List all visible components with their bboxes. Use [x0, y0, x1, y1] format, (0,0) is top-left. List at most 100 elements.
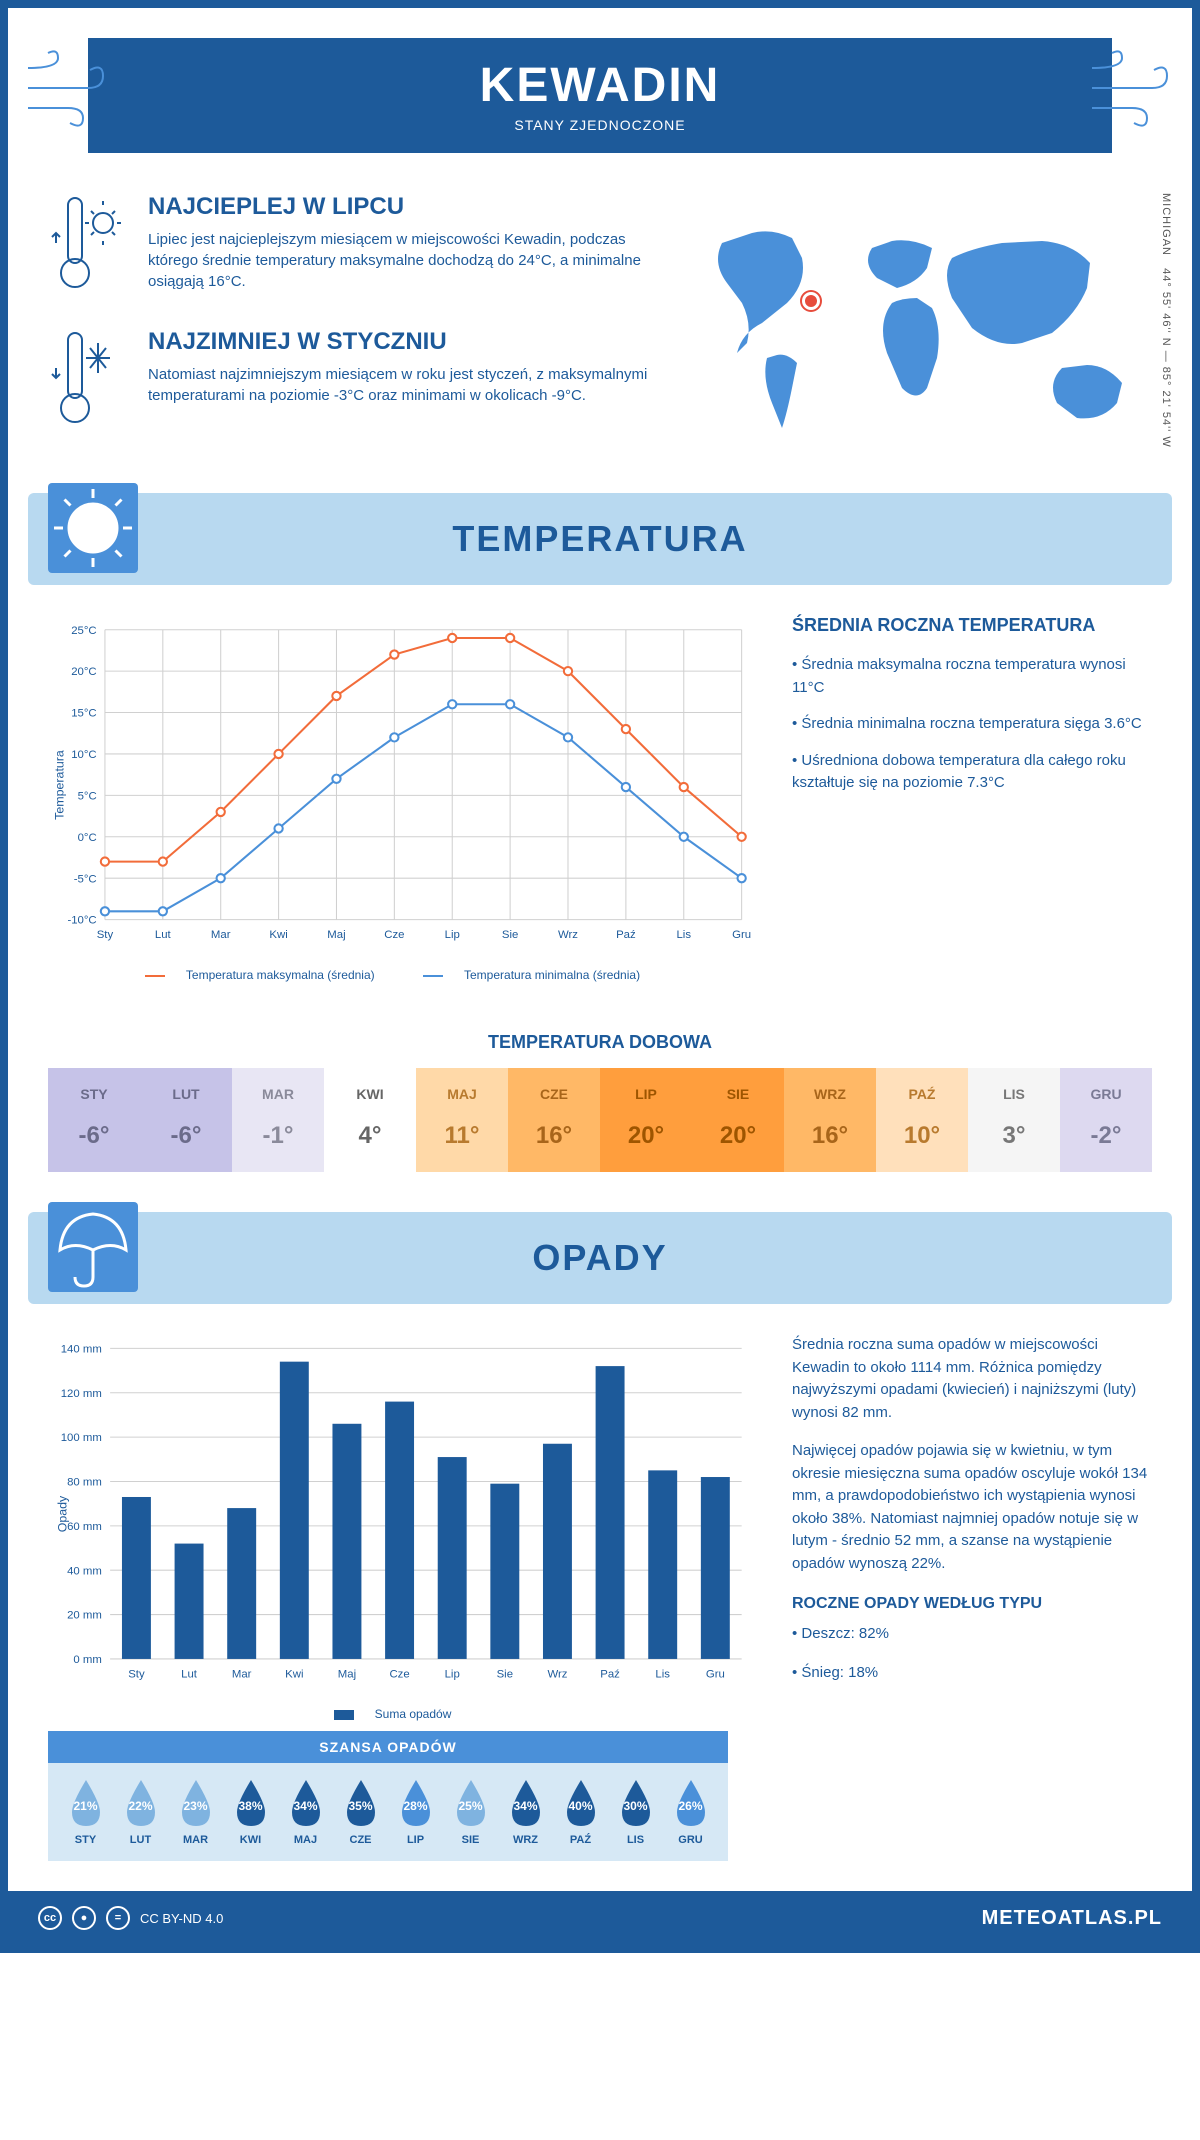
- drop-icon: 34%: [286, 1778, 326, 1828]
- intro-section: NAJCIEPLEJ W LIPCU Lipiec jest najcieple…: [8, 193, 1192, 493]
- svg-text:0 mm: 0 mm: [73, 1654, 101, 1666]
- svg-text:Lip: Lip: [445, 929, 460, 941]
- coldest-block: NAJZIMNIEJ W STYCZNIU Natomiast najzimni…: [48, 328, 662, 433]
- daily-cell: LIS3°: [968, 1068, 1060, 1172]
- precipitation-legend: Suma opadów: [48, 1707, 752, 1721]
- svg-text:25°C: 25°C: [71, 625, 96, 637]
- daily-cell: LIP20°: [600, 1068, 692, 1172]
- svg-text:Wrz: Wrz: [558, 929, 578, 941]
- world-map: [692, 193, 1152, 453]
- precip-rain: • Deszcz: 82%: [792, 1623, 1152, 1646]
- svg-text:Sie: Sie: [497, 1669, 513, 1681]
- svg-text:Maj: Maj: [338, 1669, 356, 1681]
- drop-icon: 23%: [176, 1778, 216, 1828]
- temperature-chart: -10°C-5°C0°C5°C10°C15°C20°C25°CStyLutMar…: [48, 615, 752, 955]
- drop-icon: 25%: [451, 1778, 491, 1828]
- precipitation-chance: SZANSA OPADÓW 21% STY 22% LUT 23% MAR 38…: [48, 1731, 728, 1861]
- page: KEWADIN STANY ZJEDNOCZONE NAJCIEPLEJ W L…: [0, 0, 1200, 1953]
- daily-temperature: TEMPERATURA DOBOWA STY-6°LUT-6°MAR-1°KWI…: [8, 1032, 1192, 1172]
- precipitation-content: 0 mm20 mm40 mm60 mm80 mm100 mm120 mm140 …: [8, 1304, 1192, 1731]
- svg-text:Lis: Lis: [676, 929, 691, 941]
- drop-icon: 40%: [561, 1778, 601, 1828]
- warmest-block: NAJCIEPLEJ W LIPCU Lipiec jest najcieple…: [48, 193, 662, 298]
- daily-cell: KWI4°: [324, 1068, 416, 1172]
- drop-icon: 22%: [121, 1778, 161, 1828]
- drop-icon: 35%: [341, 1778, 381, 1828]
- thermometer-hot-icon: [48, 193, 128, 298]
- chance-cell: 23% MAR: [168, 1778, 223, 1846]
- svg-text:Cze: Cze: [389, 1669, 409, 1681]
- daily-cell: SIE20°: [692, 1068, 784, 1172]
- chance-title: SZANSA OPADÓW: [48, 1731, 728, 1763]
- svg-text:Mar: Mar: [232, 1669, 252, 1681]
- chance-cell: 21% STY: [58, 1778, 113, 1846]
- svg-text:20°C: 20°C: [71, 666, 96, 678]
- daily-cell: LUT-6°: [140, 1068, 232, 1172]
- svg-text:Wrz: Wrz: [547, 1669, 567, 1681]
- drop-icon: 30%: [616, 1778, 656, 1828]
- daily-temp-grid: STY-6°LUT-6°MAR-1°KWI4°MAJ11°CZE16°LIP20…: [48, 1068, 1152, 1172]
- svg-text:15°C: 15°C: [71, 708, 96, 720]
- svg-text:80 mm: 80 mm: [67, 1477, 102, 1489]
- chance-cell: 38% KWI: [223, 1778, 278, 1846]
- by-icon: ●: [72, 1906, 96, 1930]
- daily-cell: STY-6°: [48, 1068, 140, 1172]
- temp-info-bullet: • Uśredniona dobowa temperatura dla całe…: [792, 750, 1152, 795]
- svg-text:60 mm: 60 mm: [67, 1521, 102, 1533]
- precipitation-section-header: OPADY: [28, 1212, 1172, 1304]
- chance-cell: 26% GRU: [663, 1778, 718, 1846]
- svg-text:140 mm: 140 mm: [61, 1343, 102, 1355]
- footer: cc ● = CC BY-ND 4.0 METEOATLAS.PL: [8, 1891, 1192, 1945]
- cc-icon: cc: [38, 1906, 62, 1930]
- temperature-legend: Temperatura maksymalna (średnia) Tempera…: [48, 968, 752, 982]
- chance-cell: 35% CZE: [333, 1778, 388, 1846]
- country-subtitle: STANY ZJEDNOCZONE: [88, 117, 1112, 133]
- temperature-content: -10°C-5°C0°C5°C10°C15°C20°C25°CStyLutMar…: [8, 585, 1192, 1012]
- svg-text:Paź: Paź: [600, 1669, 620, 1681]
- drop-icon: 34%: [506, 1778, 546, 1828]
- chance-cell: 40% PAŹ: [553, 1778, 608, 1846]
- svg-text:Gru: Gru: [732, 929, 751, 941]
- precip-info-text: Średnia roczna suma opadów w miejscowośc…: [792, 1334, 1152, 1424]
- svg-text:Opady: Opady: [56, 1495, 70, 1532]
- daily-cell: PAŹ10°: [876, 1068, 968, 1172]
- chance-cell: 28% LIP: [388, 1778, 443, 1846]
- header-banner: KEWADIN STANY ZJEDNOCZONE: [88, 38, 1112, 153]
- daily-cell: GRU-2°: [1060, 1068, 1152, 1172]
- sun-icon: [48, 483, 138, 573]
- chance-cell: 30% LIS: [608, 1778, 663, 1846]
- coldest-title: NAJZIMNIEJ W STYCZNIU: [148, 328, 662, 356]
- svg-text:Lip: Lip: [445, 1669, 460, 1681]
- warmest-title: NAJCIEPLEJ W LIPCU: [148, 193, 662, 221]
- chance-cell: 34% MAJ: [278, 1778, 333, 1846]
- daily-cell: MAJ11°: [416, 1068, 508, 1172]
- warmest-text: Lipiec jest najcieplejszym miesiącem w m…: [148, 229, 662, 292]
- daily-cell: MAR-1°: [232, 1068, 324, 1172]
- wind-icon: [18, 48, 118, 128]
- footer-license: cc ● = CC BY-ND 4.0: [38, 1906, 223, 1930]
- precip-info-text: Najwięcej opadów pojawia się w kwietniu,…: [792, 1440, 1152, 1575]
- svg-text:Lis: Lis: [655, 1669, 670, 1681]
- drop-icon: 28%: [396, 1778, 436, 1828]
- thermometer-cold-icon: [48, 328, 128, 433]
- svg-text:-10°C: -10°C: [67, 915, 96, 927]
- chance-grid: 21% STY 22% LUT 23% MAR 38% KWI 34% MAJ …: [48, 1763, 728, 1861]
- nd-icon: =: [106, 1906, 130, 1930]
- coordinates: MICHIGAN 44° 55' 46'' N — 85° 21' 54'' W: [1160, 193, 1172, 448]
- svg-text:20 mm: 20 mm: [67, 1610, 102, 1622]
- svg-text:Sie: Sie: [502, 929, 518, 941]
- precipitation-title: OPADY: [28, 1237, 1172, 1279]
- coldest-text: Natomiast najzimniejszym miesiącem w rok…: [148, 364, 662, 406]
- drop-icon: 38%: [231, 1778, 271, 1828]
- map-column: MICHIGAN 44° 55' 46'' N — 85° 21' 54'' W: [692, 193, 1152, 463]
- svg-text:Mar: Mar: [211, 929, 231, 941]
- temperature-section-header: TEMPERATURA: [28, 493, 1172, 585]
- daily-cell: CZE16°: [508, 1068, 600, 1172]
- drop-icon: 21%: [66, 1778, 106, 1828]
- svg-text:120 mm: 120 mm: [61, 1388, 102, 1400]
- wind-icon: [1082, 48, 1182, 128]
- drop-icon: 26%: [671, 1778, 711, 1828]
- temperature-title: TEMPERATURA: [28, 518, 1172, 560]
- temp-info-bullet: • Średnia maksymalna roczna temperatura …: [792, 654, 1152, 699]
- svg-text:Cze: Cze: [384, 929, 404, 941]
